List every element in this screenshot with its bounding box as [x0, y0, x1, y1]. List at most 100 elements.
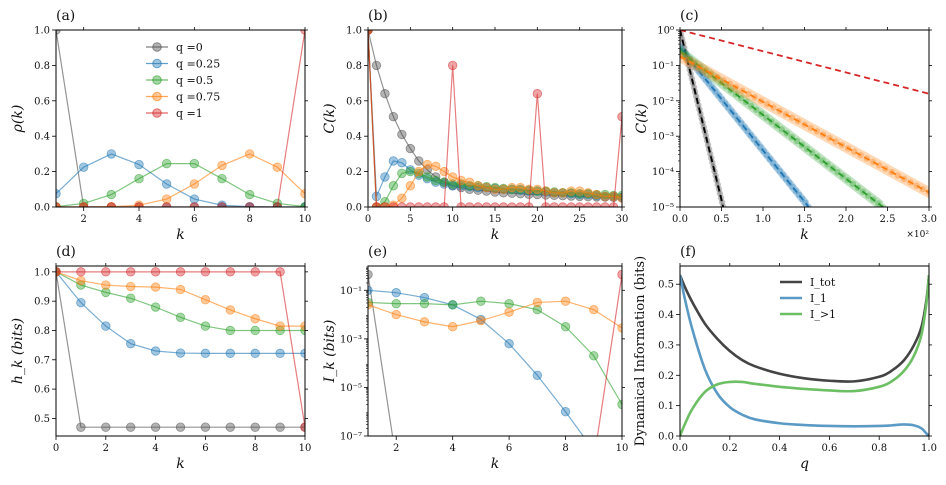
- y-tick-label: 10⁻¹: [652, 61, 674, 72]
- data-point-q025: [380, 172, 390, 182]
- data-point-q0: [101, 422, 111, 432]
- legend-marker: [152, 58, 162, 69]
- data-point-q1: [225, 267, 236, 277]
- data-point-q0: [704, 141, 712, 149]
- data-point-q05: [150, 302, 161, 312]
- y-tick-label: 1.0: [346, 26, 362, 37]
- data-point-q0: [405, 143, 416, 154]
- y-tick-label: 0.6: [34, 385, 50, 396]
- series-line-q1: [596, 274, 622, 436]
- plot-area: [368, 269, 622, 436]
- y-tick-label: 0.2: [658, 371, 674, 382]
- data-point-q05: [380, 196, 390, 207]
- data-point-q0: [697, 110, 704, 118]
- y-tick-label: 10⁻¹: [340, 286, 362, 297]
- axes-frame: [367, 29, 623, 208]
- data-point-q075: [175, 284, 186, 295]
- data-point-q075: [397, 193, 407, 203]
- data-point-q0: [707, 150, 714, 157]
- data-point-q05: [560, 322, 571, 332]
- data-point-q05: [217, 173, 227, 184]
- data-point-q05: [397, 168, 407, 179]
- y-tick-label: 0.8: [346, 61, 362, 72]
- x-tick-label: 2.0: [838, 214, 854, 225]
- data-point-q075: [498, 184, 509, 195]
- y-tick-label: 10⁻⁵: [340, 383, 362, 394]
- data-point-q075: [600, 191, 610, 202]
- data-point-q075: [515, 182, 526, 193]
- y-tick-label: 10⁻³: [652, 132, 674, 143]
- y-tick-label: 0.9: [34, 297, 50, 308]
- x-tick-label: 8: [246, 214, 252, 225]
- y-axis-label: h_k (bits): [10, 318, 26, 384]
- panel-a: 2 4 6 8 10 0.0 0.2 0.4 0.6 0.8 1.0 k ρ(k) (a) q =0 q =0…: [10, 8, 311, 243]
- series-line-q1: [56, 271, 305, 428]
- series-line-q025: [368, 289, 584, 436]
- legend-marker: [152, 91, 162, 102]
- data-point-q1: [250, 267, 260, 277]
- data-point-q075: [490, 184, 500, 195]
- y-tick-label: 0.4: [346, 132, 362, 143]
- data-point-q025: [189, 194, 200, 204]
- data-point-q075: [524, 184, 534, 195]
- data-point-q0: [76, 422, 86, 432]
- series-line-I_>1: [680, 274, 929, 436]
- y-tick-label: 1.0: [34, 267, 50, 278]
- data-point-q1: [532, 89, 543, 99]
- data-point-q075: [275, 321, 285, 331]
- data-point-q075: [473, 181, 483, 191]
- series-line-q075: [56, 153, 305, 207]
- data-point-q025: [175, 348, 186, 358]
- series-line-q0: [56, 271, 305, 428]
- data-point-q0: [250, 422, 260, 432]
- data-point-q025: [150, 346, 161, 356]
- data-point-q075: [504, 307, 514, 317]
- data-point-q0: [397, 129, 407, 140]
- data-point-q075: [617, 193, 622, 203]
- y-tick-label: 0.2: [34, 167, 50, 178]
- x-axis-label: k: [491, 456, 499, 472]
- data-point-q0: [275, 422, 285, 432]
- x-tick-label: 5: [407, 214, 413, 225]
- data-point-q025: [532, 370, 543, 380]
- panel-b: 0 5 10 15 20 25 30 0.0 0.2 0.4 0.6 0.8 1.0 k C(k) (b): [322, 8, 628, 243]
- data-point-q1: [101, 267, 111, 277]
- data-point-q0: [692, 93, 700, 100]
- data-point-q075: [391, 309, 401, 320]
- panel-label: (b): [368, 8, 388, 24]
- data-point-q075: [560, 296, 571, 306]
- x-tick-label: 1.0: [921, 443, 937, 454]
- data-point-q075: [549, 188, 559, 198]
- data-point-q075: [419, 317, 430, 327]
- data-point-q05: [617, 399, 622, 410]
- x-axis-label: k: [800, 227, 808, 243]
- data-point-q05: [439, 177, 449, 187]
- legend-marker: [152, 108, 162, 118]
- data-point-q1: [150, 267, 161, 277]
- y-tick-label: 0.4: [34, 132, 50, 143]
- y-tick-label: 0.2: [346, 167, 362, 178]
- data-point-q075: [125, 281, 136, 292]
- data-point-q075: [244, 149, 255, 159]
- data-point-q0: [702, 132, 710, 140]
- y-tick-label: 0.1: [658, 401, 674, 412]
- data-point-q075: [300, 189, 305, 199]
- data-point-q075: [300, 321, 305, 331]
- data-point-q025: [78, 162, 89, 172]
- data-point-q05: [476, 296, 486, 306]
- x-axis-label: q: [800, 456, 809, 472]
- y-axis-label: C(k): [322, 103, 338, 133]
- axes-frame: [679, 29, 930, 208]
- x-tick-label: 0.0: [672, 214, 688, 225]
- data-point-q05: [225, 325, 236, 336]
- y-tick-label: 0.5: [658, 280, 674, 291]
- data-point-q025: [225, 348, 236, 359]
- data-point-q025: [161, 179, 172, 189]
- data-point-q0: [695, 101, 702, 109]
- data-point-q025: [560, 407, 571, 417]
- x-tick-label: 30: [616, 214, 629, 225]
- data-point-q025: [76, 297, 86, 308]
- data-point-q075: [617, 323, 622, 333]
- axes-frame: [55, 29, 306, 208]
